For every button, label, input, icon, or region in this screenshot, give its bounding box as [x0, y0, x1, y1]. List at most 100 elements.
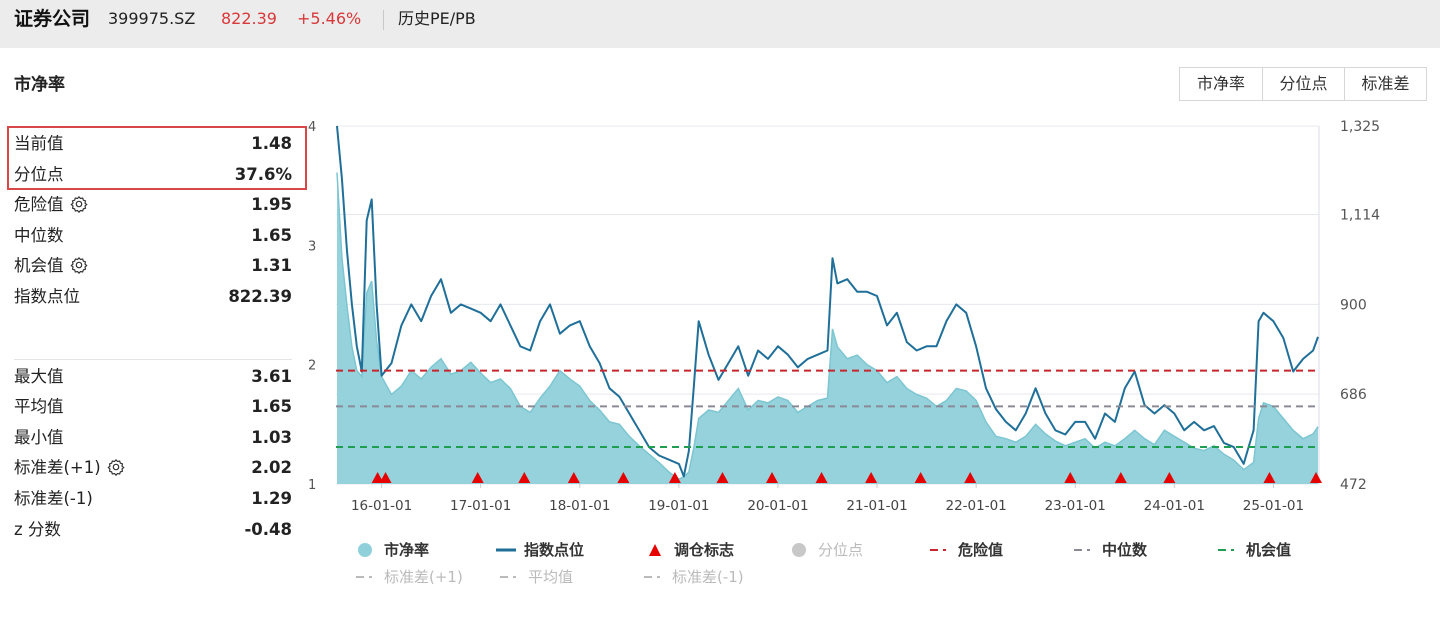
pb-area	[336, 172, 1319, 484]
legend-label[interactable]: 平均值	[528, 568, 573, 586]
stat-value: 2.02	[251, 458, 292, 477]
x-tick-label: 20-01-01	[747, 498, 808, 514]
x-tick-label: 24-01-01	[1144, 498, 1205, 514]
stat-value: 1.29	[251, 489, 292, 508]
stat-label: 最大值	[14, 367, 64, 386]
index-price: 822.39	[221, 9, 277, 28]
stat-value: -0.48	[244, 520, 292, 539]
index-code: 399975.SZ	[108, 9, 196, 28]
metric-tabs: 市净率 分位点 标准差	[1179, 67, 1427, 101]
right-axis-tick: 686	[1340, 387, 1367, 403]
stat-label: 分位点	[14, 165, 64, 184]
stat-value: 822.39	[228, 287, 292, 306]
legend-label[interactable]: 标准差(-1)	[672, 568, 744, 586]
x-tick-label: 25-01-01	[1243, 498, 1304, 514]
stat-row-mean: 平均值 1.65	[14, 393, 292, 421]
tab-percentile[interactable]: 分位点	[1262, 68, 1344, 100]
stat-label: z 分数	[14, 520, 61, 539]
x-tick-label: 19-01-01	[648, 498, 709, 514]
left-axis-tick: 4	[308, 120, 316, 135]
stat-label: 指数点位	[14, 287, 80, 306]
pb-chart[interactable]: 1 2 3 4 472 686 900 1,114 1,325 16-01-01 17-01-01 1…	[300, 110, 1420, 600]
rebalance-marker	[865, 472, 878, 483]
rebalance-marker	[716, 472, 729, 483]
rebalance-marker	[371, 472, 384, 483]
rebalance-marker	[1114, 472, 1127, 483]
section-title: 市净率	[14, 75, 65, 95]
legend-label[interactable]: 机会值	[1246, 541, 1291, 559]
stat-label: 中位数	[14, 226, 64, 245]
rebalance-marker	[518, 472, 531, 483]
x-tick-label: 23-01-01	[1045, 498, 1106, 514]
stat-row-std-plus: 标准差(+1) 2.02	[14, 454, 292, 482]
legend-dot-icon	[792, 543, 806, 557]
x-tick-label: 22-01-01	[945, 498, 1006, 514]
stat-value: 1.03	[251, 428, 292, 447]
left-axis-tick: 1	[308, 478, 316, 493]
index-name: 证券公司	[14, 8, 91, 30]
stat-value: 37.6%	[234, 165, 292, 184]
stat-value: 3.61	[251, 367, 292, 386]
stat-row-index-level: 指数点位 822.39	[14, 283, 292, 311]
legend-dot-icon	[358, 543, 372, 557]
legend-label[interactable]: 中位数	[1102, 541, 1148, 559]
legend-label[interactable]: 分位点	[818, 541, 863, 559]
highlight-box	[7, 126, 307, 190]
stat-row-current: 当前值 1.48	[14, 130, 292, 158]
tab-pb[interactable]: 市净率	[1180, 68, 1262, 100]
stat-row-opportunity: 机会值 1.31	[14, 252, 292, 280]
stat-label: 标准差(-1)	[14, 489, 93, 508]
tab-std-dev[interactable]: 标准差	[1344, 68, 1426, 100]
x-tick-label: 18-01-01	[549, 498, 610, 514]
stat-value: 1.95	[251, 195, 292, 214]
stat-row-min: 最小值 1.03	[14, 424, 292, 452]
stat-value: 1.31	[251, 256, 292, 275]
right-axis-tick: 1,114	[1340, 208, 1380, 224]
header-divider	[383, 10, 384, 30]
pb-line	[336, 172, 1319, 481]
x-tick-label: 16-01-01	[351, 498, 412, 514]
gear-icon[interactable]	[107, 458, 125, 476]
legend-label[interactable]: 市净率	[384, 541, 429, 559]
stat-value: 1.48	[251, 134, 292, 153]
legend-label[interactable]: 指数点位	[524, 541, 584, 559]
x-tick-label: 17-01-01	[450, 498, 511, 514]
rebalance-marker	[815, 472, 828, 483]
legend-label[interactable]: 危险值	[958, 541, 1003, 559]
stat-label: 机会值	[14, 256, 64, 275]
stat-row-z-score: z 分数 -0.48	[14, 516, 292, 544]
stat-value: 1.65	[251, 226, 292, 245]
top-bar: 证券公司 399975.SZ 822.39 +5.46% 历史PE/PB	[0, 0, 1440, 48]
rebalance-marker	[766, 472, 779, 483]
legend-label[interactable]: 调仓标志	[674, 541, 734, 559]
stats-divider	[14, 359, 292, 360]
stat-label: 平均值	[14, 397, 64, 416]
stat-label: 最小值	[14, 428, 64, 447]
rebalance-marker	[567, 472, 580, 483]
rebalance-marker	[964, 472, 977, 483]
stat-row-danger: 危险值 1.95	[14, 191, 292, 219]
gear-icon[interactable]	[69, 256, 88, 274]
index-change: +5.46%	[297, 9, 362, 28]
rebalance-marker	[668, 472, 681, 483]
rebalance-marker	[1163, 472, 1176, 483]
stat-label: 标准差(+1)	[14, 458, 101, 477]
rebalance-marker	[471, 472, 484, 483]
rebalance-marker	[379, 472, 392, 483]
index-line	[336, 125, 1319, 478]
stat-row-std-minus: 标准差(-1) 1.29	[14, 485, 292, 513]
history-pe-pb-link[interactable]: 历史PE/PB	[398, 9, 476, 28]
stat-value: 1.65	[251, 397, 292, 416]
stat-row-percentile: 分位点 37.6%	[14, 161, 292, 189]
right-axis-tick: 1,325	[1340, 119, 1380, 135]
left-axis-tick: 2	[308, 359, 316, 374]
stat-row-median: 中位数 1.65	[14, 222, 292, 250]
gear-icon[interactable]	[69, 195, 88, 213]
stat-row-max: 最大值 3.61	[14, 363, 292, 391]
stat-label: 危险值	[14, 195, 64, 214]
rebalance-marker	[1263, 472, 1276, 483]
x-tick-label: 21-01-01	[846, 498, 907, 514]
left-axis-tick: 3	[308, 239, 316, 254]
legend-label[interactable]: 标准差(+1)	[384, 568, 463, 586]
rebalance-marker	[1310, 472, 1322, 483]
